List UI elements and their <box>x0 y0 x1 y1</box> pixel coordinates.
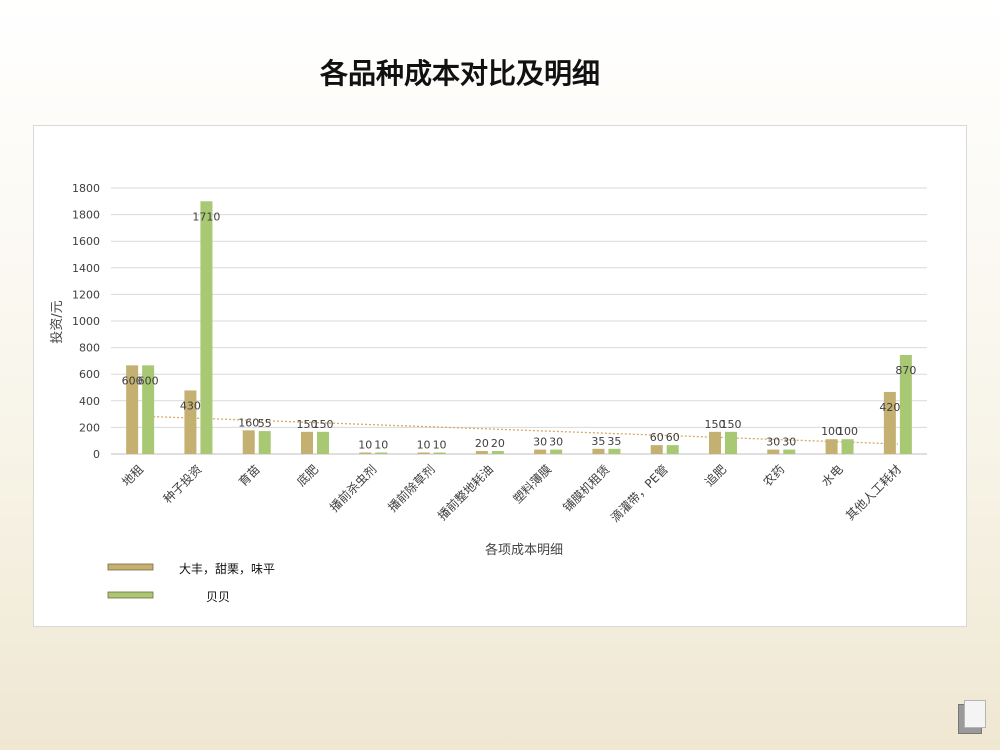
data-label: 870 <box>895 364 916 377</box>
y-tick-label: 1400 <box>72 262 100 275</box>
trendline <box>145 415 898 445</box>
data-label: 35 <box>607 435 621 448</box>
bar-dafeng <box>242 430 255 454</box>
y-tick-label: 600 <box>79 368 100 381</box>
data-label: 150 <box>297 418 318 431</box>
y-tick-label: 1600 <box>72 235 100 248</box>
data-label: 20 <box>491 437 505 450</box>
bar-beibei <box>317 431 329 454</box>
data-label: 150 <box>721 418 742 431</box>
data-label: 430 <box>180 399 201 412</box>
legend-label: 大丰，甜栗，味平 <box>179 562 275 576</box>
y-tick-label: 200 <box>79 421 100 434</box>
x-tick-label: 铺膜机租赁 <box>560 462 612 514</box>
data-label: 1710 <box>192 210 220 223</box>
y-tick-label: 800 <box>79 342 100 355</box>
legend-label: 贝贝 <box>206 590 230 604</box>
data-label: 600 <box>138 374 159 387</box>
x-tick-label: 塑料薄膜 <box>510 462 555 507</box>
bar-beibei <box>375 452 388 454</box>
bar-dafeng <box>301 431 313 454</box>
data-label: 30 <box>766 436 780 449</box>
x-tick-label: 追肥 <box>702 462 730 490</box>
bar-beibei <box>841 439 854 454</box>
data-label: 35 <box>591 435 605 448</box>
y-tick-label: 1200 <box>72 288 100 301</box>
legend-swatch <box>107 591 154 599</box>
x-axis-title: 各项成本明细 <box>485 542 563 558</box>
bar-dafeng <box>825 439 838 454</box>
x-tick-label: 播前除草剂 <box>385 462 438 515</box>
bar-dafeng <box>126 365 139 454</box>
y-tick-label: 1000 <box>72 315 100 328</box>
x-tick-label: 滴灌带，PE管 <box>607 462 671 526</box>
bar-dafeng <box>592 448 605 454</box>
bar-dafeng <box>883 391 896 454</box>
data-label: 600 <box>122 374 143 387</box>
bar-dafeng <box>534 449 547 454</box>
x-tick-label: 种子投资 <box>160 462 205 507</box>
data-label: 150 <box>313 418 334 431</box>
data-label: 150 <box>705 418 726 431</box>
legend-swatch <box>107 563 154 571</box>
y-axis-title: 投资/元 <box>49 300 65 343</box>
bar-dafeng <box>184 390 197 454</box>
bar-beibei <box>608 448 621 454</box>
data-label: 55 <box>258 417 272 430</box>
bar-dafeng <box>650 445 663 454</box>
bar-beibei <box>142 365 155 454</box>
x-tick-label: 育苗 <box>235 462 263 490</box>
corner-decoration <box>958 700 986 734</box>
data-label: 30 <box>533 436 547 449</box>
x-tick-label: 水电 <box>819 462 846 489</box>
data-label: 100 <box>837 425 858 438</box>
x-tick-label: 农药 <box>761 462 788 489</box>
y-tick-label: 1800 <box>72 182 100 195</box>
bar-beibei <box>200 201 213 454</box>
x-tick-label: 底肥 <box>294 462 322 490</box>
x-tick-label: 地租 <box>119 462 146 489</box>
data-label: 10 <box>374 439 388 452</box>
data-label: 420 <box>879 401 900 414</box>
x-tick-label: 播前整地耗油 <box>434 462 496 524</box>
slide-title: 各品种成本对比及明细 <box>319 57 600 90</box>
y-tick-label: 400 <box>79 395 100 408</box>
x-tick-label: 其他人工耗材 <box>843 462 904 523</box>
bar-dafeng <box>767 449 780 454</box>
bar-beibei <box>491 451 504 454</box>
bar-beibei <box>666 445 679 454</box>
bar-dafeng <box>709 431 721 454</box>
data-label: 30 <box>782 436 796 449</box>
y-tick-label: 1800 <box>72 209 100 222</box>
x-tick-label: 播前杀虫剂 <box>326 462 379 515</box>
data-label: 60 <box>650 431 664 444</box>
data-label: 10 <box>358 439 372 452</box>
data-label: 10 <box>417 439 431 452</box>
bar-beibei <box>258 431 271 454</box>
bar-beibei <box>725 431 737 454</box>
bar-beibei <box>550 449 563 454</box>
chart-panel: 600 600 430 1710 160 55 150 150 10 10 10 10 20 20 30 30… <box>33 125 967 627</box>
bar-dafeng <box>417 452 430 454</box>
data-label: 30 <box>549 436 563 449</box>
bar-beibei <box>433 452 446 454</box>
data-label: 100 <box>821 425 842 438</box>
bar-beibei <box>783 449 796 454</box>
data-label: 10 <box>433 439 447 452</box>
data-label: 60 <box>666 431 680 444</box>
bar-dafeng <box>475 451 488 454</box>
bar-dafeng <box>359 452 372 454</box>
bar-beibei <box>899 354 912 454</box>
data-label: 160 <box>238 416 259 429</box>
data-label: 20 <box>475 437 489 450</box>
y-tick-label: 0 <box>93 448 100 461</box>
